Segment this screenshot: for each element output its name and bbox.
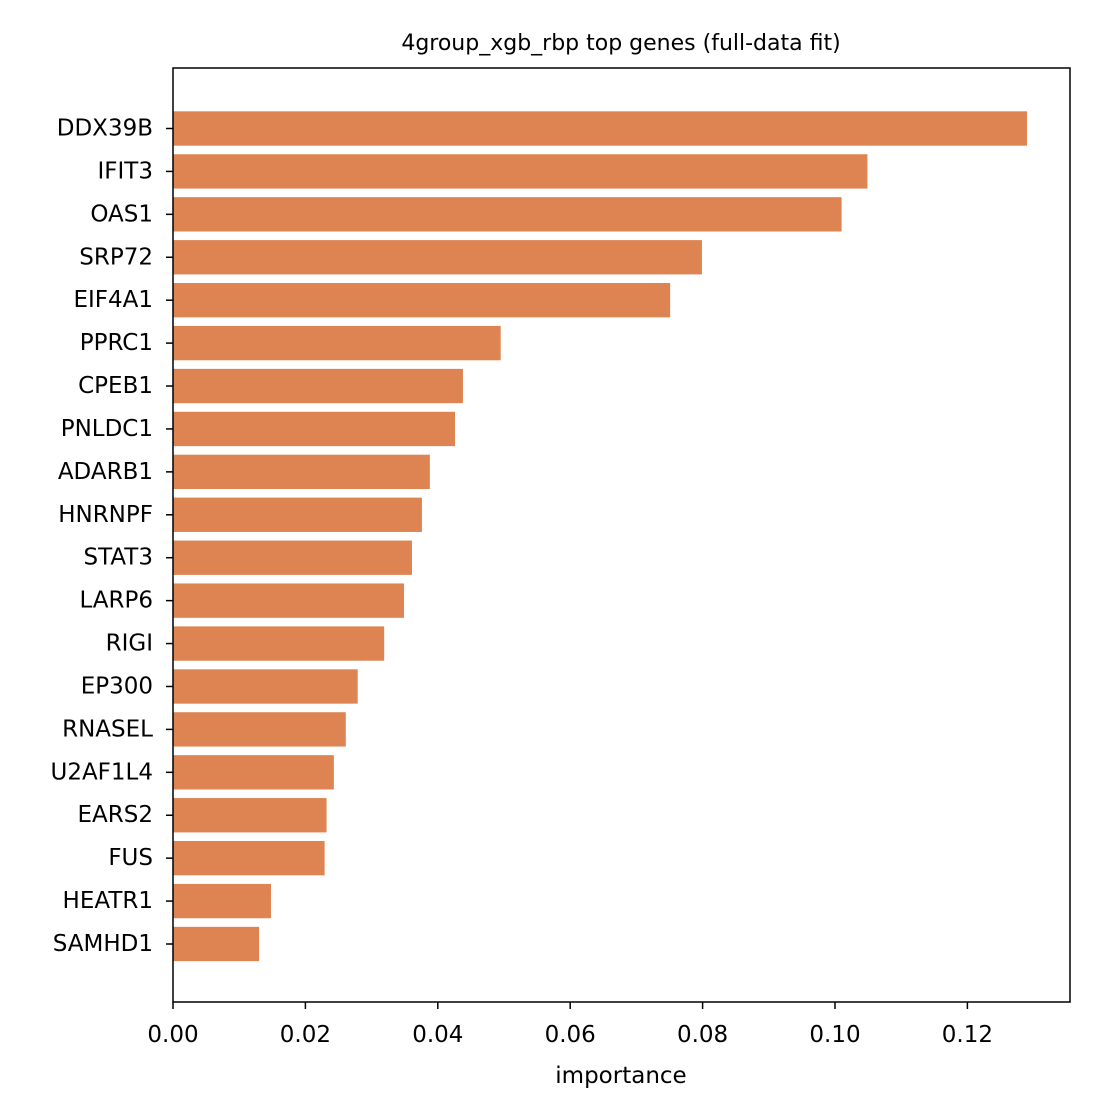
bar-u2af1l4 <box>173 755 334 790</box>
y-tick-label-pprc1: PPRC1 <box>80 330 153 356</box>
x-tick-label: 0.00 <box>147 1022 198 1048</box>
bar-rigi <box>173 626 385 661</box>
y-tick-label-heatr1: HEATR1 <box>63 888 153 914</box>
y-tick-label-oas1: OAS1 <box>90 201 153 227</box>
y-tick-label-cpeb1: CPEB1 <box>78 373 153 399</box>
y-tick-label-adarb1: ADARB1 <box>58 459 153 485</box>
bar-cpeb1 <box>173 368 463 404</box>
plot-frame <box>172 67 1071 1003</box>
y-tick-label-stat3: STAT3 <box>84 545 154 571</box>
x-tick-label: 0.10 <box>809 1022 860 1048</box>
bar-hnrnpf <box>173 497 422 532</box>
bar-eif4a1 <box>173 283 671 318</box>
bar-fus <box>173 840 325 876</box>
bar-heatr1 <box>173 883 271 919</box>
bar-stat3 <box>173 540 412 575</box>
y-axis: DDX39B IFIT3 OAS1 SRP72 EIF4A1 PPRC1 CPEB1 PNLD… <box>50 116 173 957</box>
x-tick-label: 0.02 <box>280 1022 331 1048</box>
bar-larp6 <box>173 583 405 618</box>
bar-ears2 <box>173 798 327 833</box>
bar-srp72 <box>173 240 702 275</box>
bars-group <box>173 111 1027 962</box>
x-axis-label: importance <box>555 1063 686 1089</box>
bar-ddx39b <box>173 111 1027 146</box>
y-tick-label-rnasel: RNASEL <box>62 716 153 742</box>
y-tick-label-rigi: RIGI <box>106 631 153 657</box>
x-tick-label: 0.12 <box>942 1022 993 1048</box>
y-tick-label-ddx39b: DDX39B <box>57 116 153 142</box>
bar-rnasel <box>173 712 346 747</box>
bar-pnldc1 <box>173 411 456 447</box>
bar-ifit3 <box>173 154 868 189</box>
y-tick-label-u2af1l4: U2AF1L4 <box>50 759 153 785</box>
chart-title: 4group_xgb_rbp top genes (full-data fit) <box>401 31 840 56</box>
y-tick-label-hnrnpf: HNRNPF <box>58 502 153 528</box>
x-tick-label: 0.06 <box>545 1022 596 1048</box>
y-tick-label-ears2: EARS2 <box>78 802 153 828</box>
y-tick-label-samhd1: SAMHD1 <box>53 931 153 957</box>
y-tick-label-pnldc1: PNLDC1 <box>61 416 153 442</box>
y-tick-label-ep300: EP300 <box>81 673 153 699</box>
x-tick-label: 0.08 <box>677 1022 728 1048</box>
y-tick-label-fus: FUS <box>108 845 153 871</box>
y-tick-label-ifit3: IFIT3 <box>98 158 153 184</box>
bar-samhd1 <box>173 926 260 962</box>
bar-ep300 <box>173 669 358 704</box>
x-axis: 0.00 0.02 0.04 0.06 0.08 0.10 0.12 <box>147 1002 993 1048</box>
bar-oas1 <box>173 197 842 232</box>
x-tick-label: 0.04 <box>412 1022 463 1048</box>
bar-adarb1 <box>173 454 430 490</box>
y-tick-label-larp6: LARP6 <box>79 588 153 614</box>
bar-pprc1 <box>173 325 501 361</box>
y-tick-label-srp72: SRP72 <box>79 244 153 270</box>
y-tick-label-eif4a1: EIF4A1 <box>73 287 153 313</box>
